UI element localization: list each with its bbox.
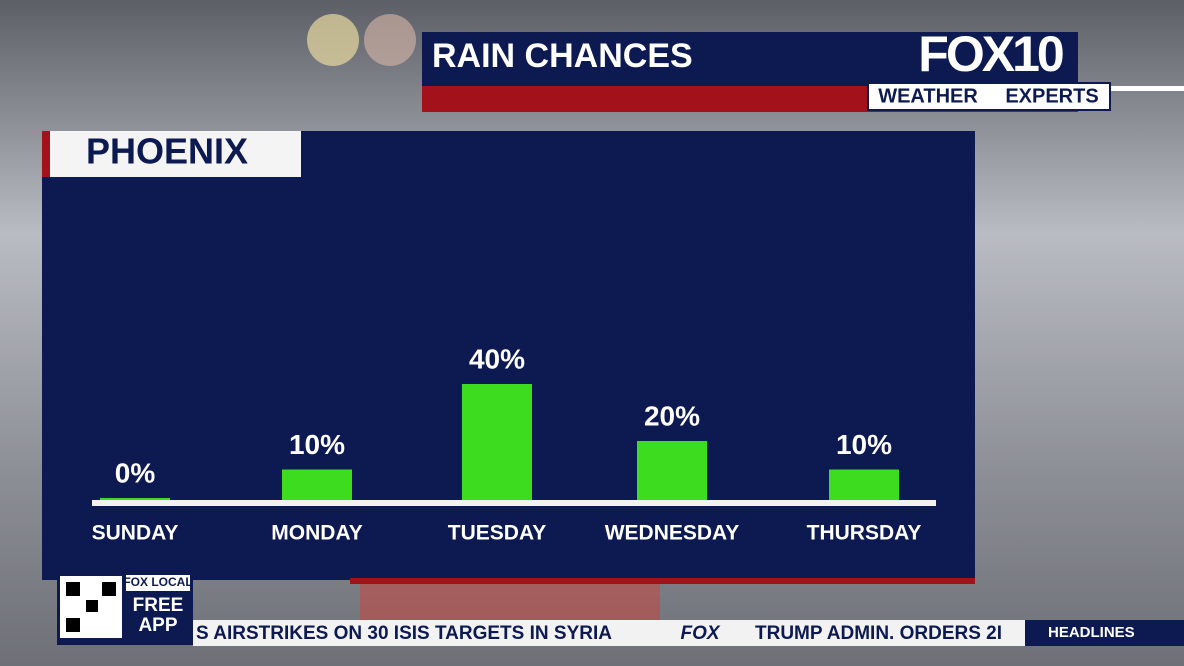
ticker-section: HEADLINES bbox=[1048, 624, 1135, 641]
logo-tag-right: EXPERTS bbox=[1005, 85, 1098, 107]
location-box bbox=[42, 131, 301, 177]
bokeh bbox=[364, 14, 416, 66]
app-brand: FOX LOCAL bbox=[123, 575, 192, 589]
logo-tag bbox=[867, 82, 1111, 111]
qr-mark bbox=[66, 582, 80, 596]
x-tick-label: TUESDAY bbox=[448, 522, 546, 545]
chart-title: RAIN CHANCES bbox=[432, 37, 693, 75]
x-tick-label: THURSDAY bbox=[807, 522, 922, 545]
ticker-text: TRUMP ADMIN. ORDERS 2I bbox=[755, 623, 1002, 644]
app-line: APP bbox=[138, 615, 177, 636]
baseline bbox=[92, 500, 936, 506]
app-line: FREE bbox=[133, 595, 184, 616]
location-edge bbox=[42, 131, 50, 177]
value-label: 0% bbox=[115, 457, 156, 488]
bar bbox=[282, 469, 352, 501]
value-label: 10% bbox=[289, 429, 345, 460]
plot: 0% SUNDAY 10% MONDAY 40% TUESDAY 20% WEDNESDAY 1… bbox=[92, 343, 922, 544]
value-label: 10% bbox=[836, 429, 892, 460]
header-line bbox=[1078, 86, 1184, 91]
x-tick-label: MONDAY bbox=[271, 522, 362, 545]
ticker-bar bbox=[193, 620, 1025, 646]
bar bbox=[829, 469, 899, 501]
bokeh bbox=[307, 14, 359, 66]
qr-mark bbox=[86, 600, 98, 612]
ticker-text: S AIRSTRIKES ON 30 ISIS TARGETS IN SYRIA bbox=[196, 623, 612, 644]
logo-tag-left: WEATHER bbox=[878, 85, 978, 107]
bar bbox=[462, 384, 532, 501]
app-brand-box bbox=[126, 575, 190, 591]
qr-mark bbox=[66, 618, 80, 632]
qr-mark bbox=[102, 582, 116, 596]
bar bbox=[637, 441, 707, 501]
value-label: 40% bbox=[469, 343, 525, 374]
panel-strip bbox=[350, 578, 975, 584]
x-tick-label: WEDNESDAY bbox=[605, 522, 740, 545]
bar bbox=[100, 498, 170, 501]
logo: FOX10 bbox=[918, 26, 1063, 82]
x-tick-label: SUNDAY bbox=[92, 522, 179, 545]
ticker-logo: FOX bbox=[680, 623, 720, 644]
header-bar bbox=[422, 32, 1078, 86]
location: PHOENIX bbox=[86, 131, 248, 172]
value-label: 20% bbox=[644, 400, 700, 431]
ticker-section-box bbox=[1025, 620, 1184, 646]
